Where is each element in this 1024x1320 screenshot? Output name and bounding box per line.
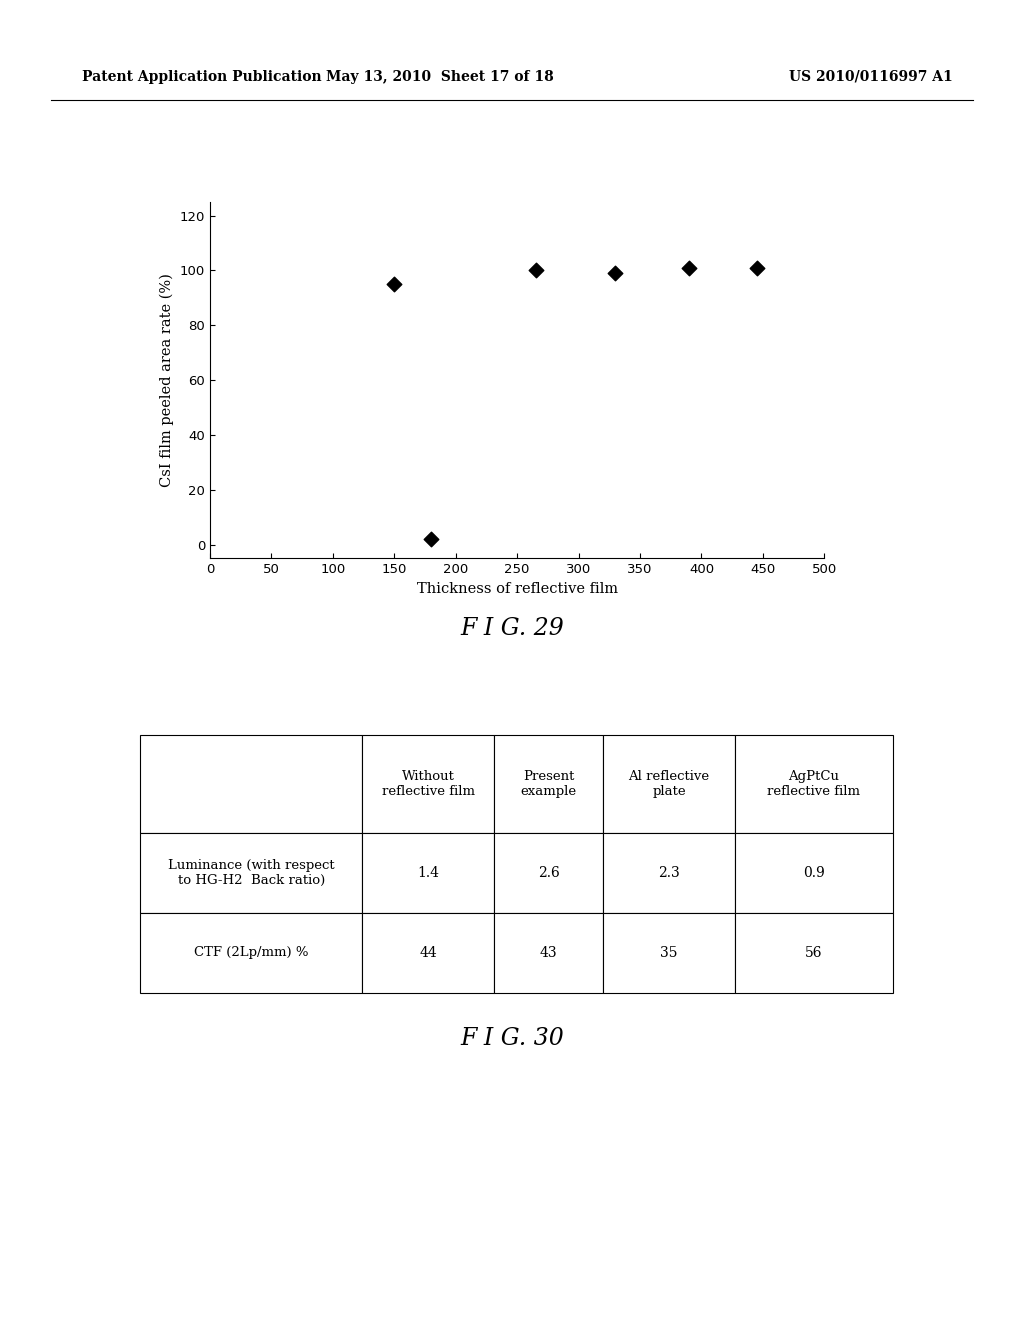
Text: 2.3: 2.3 [658,866,680,880]
Text: Patent Application Publication: Patent Application Publication [82,70,322,83]
Point [423,528,439,549]
Point [681,257,697,279]
Text: 0.9: 0.9 [803,866,824,880]
X-axis label: Thickness of reflective film: Thickness of reflective film [417,582,617,595]
Point [527,260,544,281]
Text: 2.6: 2.6 [538,866,559,880]
Text: Present
example: Present example [520,770,577,799]
Text: May 13, 2010  Sheet 17 of 18: May 13, 2010 Sheet 17 of 18 [327,70,554,83]
Y-axis label: CsI film peeled area rate (%): CsI film peeled area rate (%) [160,273,174,487]
Text: CTF (2Lp/mm) %: CTF (2Lp/mm) % [195,946,308,960]
Text: 44: 44 [419,945,437,960]
Point [749,257,765,279]
Text: 56: 56 [805,945,822,960]
Text: 1.4: 1.4 [417,866,439,880]
Text: 43: 43 [540,945,557,960]
Text: US 2010/0116997 A1: US 2010/0116997 A1 [788,70,952,83]
Text: Al reflective
plate: Al reflective plate [629,770,710,799]
Text: AgPtCu
reflective film: AgPtCu reflective film [767,770,860,799]
Text: F I G. 29: F I G. 29 [460,616,564,640]
Text: Luminance (with respect
to HG-H2  Back ratio): Luminance (with respect to HG-H2 Back ra… [168,859,335,887]
Text: F I G. 30: F I G. 30 [460,1027,564,1051]
Point [607,263,624,284]
Text: Without
reflective film: Without reflective film [382,770,475,799]
Text: 35: 35 [660,945,678,960]
Point [386,273,402,294]
